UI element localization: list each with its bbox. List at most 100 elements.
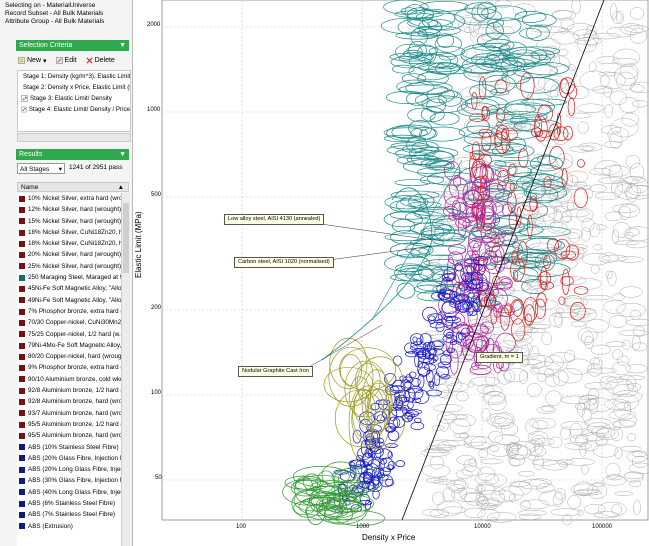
callout-low-alloy-steel[interactable]: Low alloy steel, AISI 4130 (annealed): [224, 214, 325, 225]
material-bubble: [619, 63, 639, 79]
material-bubble: [504, 102, 551, 118]
results-header[interactable]: Results ▼: [16, 149, 129, 160]
material-bubble: [439, 354, 452, 366]
stage-item[interactable]: Stage 4: Elastic Limit/ Density / Price: [18, 104, 130, 115]
material-bubble: [516, 206, 522, 227]
material-bubble: [442, 506, 467, 514]
material-bubble: [574, 181, 587, 188]
list-item[interactable]: ABS (7% Stainless Steel Fibre): [17, 509, 121, 520]
material-bubble: [572, 307, 596, 315]
material-bubble: [437, 390, 453, 399]
material-bubble: [565, 112, 592, 119]
list-item[interactable]: ABS (6% Stainless Steel Fibre): [17, 498, 121, 509]
list-item[interactable]: 80/20 Copper-nickel, hard (wroug...: [17, 351, 121, 362]
material-bubble: [494, 130, 503, 148]
material-bubble: [389, 210, 431, 220]
list-item[interactable]: ABS (Extrusion): [17, 521, 121, 532]
collapse-arrow-icon[interactable]: ▼: [119, 151, 126, 158]
list-item[interactable]: 12% Nickel Silver, hard (wrought): [17, 204, 121, 215]
material-bubble: [344, 360, 388, 418]
material-bubble: [569, 308, 598, 322]
material-bubble: [462, 265, 473, 278]
material-name: ABS (40% Long Glass Fibre, Inject...: [28, 488, 121, 496]
list-item[interactable]: 7% Phosphor bronze, extra hard (...: [17, 306, 121, 317]
material-bubble: [359, 459, 366, 468]
list-item[interactable]: ABS (10% Stainless Steel Fibre): [17, 442, 121, 453]
name-column-header[interactable]: Name ▲: [17, 182, 129, 192]
list-item[interactable]: 70/30 Copper-nickel, CuNi30Mn2F...: [17, 317, 121, 328]
list-item[interactable]: 92/8 Aluminium bronze, hard (wro...: [17, 396, 121, 407]
callout-gradient-line[interactable]: Gradient, m = 1: [476, 352, 523, 363]
callout-nodular-cast-iron[interactable]: Nodular Graphite Cast Iron: [238, 366, 313, 377]
delete-button[interactable]: Delete: [86, 57, 115, 64]
material-bubble: [570, 320, 586, 327]
ashby-chart[interactable]: [132, 0, 649, 546]
selection-criteria-header[interactable]: Selection Criteria ▼: [16, 40, 129, 51]
material-color-swatch: [19, 478, 25, 485]
list-item[interactable]: ABS (20% Glass Fibre, Injection M...: [17, 453, 121, 464]
list-item[interactable]: 20% Nickel Silver, hard (wrought): [17, 249, 121, 260]
material-bubble: [493, 487, 505, 496]
list-item[interactable]: 95/5 Aluminium bronze, 1/2 hard (...: [17, 419, 121, 430]
list-item[interactable]: 90/10 Aluminium bronze, cold wkd...: [17, 374, 121, 385]
list-item[interactable]: 75/25 Copper-nickel, 1/2 hard (w...: [17, 329, 121, 340]
material-bubble: [519, 500, 531, 510]
material-bubble: [606, 26, 637, 38]
stage-item[interactable]: Stage 1: Density (kg/m^3), Elastic Limit…: [18, 71, 130, 82]
material-bubble: [475, 473, 499, 486]
list-item[interactable]: 95/5 Aluminium bronze, hard (wro...: [17, 430, 121, 441]
collapse-arrow-icon[interactable]: ▼: [119, 42, 126, 49]
material-bubble: [627, 432, 636, 442]
scroll-thumb[interactable]: [123, 203, 129, 273]
material-bubble: [624, 231, 634, 239]
new-button[interactable]: New ▾: [18, 57, 47, 65]
x-tick-label: 10000: [474, 524, 491, 530]
stage-filter-select[interactable]: All Stages ▾: [17, 163, 65, 174]
material-bubble: [509, 183, 515, 192]
material-bubble: [372, 489, 380, 500]
material-bubble: [581, 463, 589, 475]
stage-item[interactable]: Stage 2: Density x Price, Elastic Limit …: [18, 82, 130, 93]
list-item[interactable]: 10% Nickel Silver, extra hard (wro...: [17, 193, 121, 204]
list-item[interactable]: 15% Nickel Silver, hard (wrought) ...: [17, 216, 121, 227]
list-item[interactable]: 18% Nickel Silver, CuNi18Zn20, ha...: [17, 227, 121, 238]
edit-button[interactable]: Edit: [55, 57, 77, 64]
material-bubble: [540, 405, 555, 412]
material-bubble: [561, 268, 570, 296]
list-item[interactable]: 18% Nickel Silver, CuNi18Zn20, ha...: [17, 238, 121, 249]
material-bubble: [526, 242, 557, 258]
material-bubble: [331, 470, 356, 484]
material-bubble: [520, 173, 544, 187]
material-bubble: [470, 436, 493, 450]
list-item[interactable]: 25% Nickel Silver, hard (wrought): [17, 261, 121, 272]
list-item[interactable]: 9% Phosphor bronze, extra hard (...: [17, 362, 121, 373]
list-item[interactable]: 93/7 Aluminium bronze, hard (wro...: [17, 408, 121, 419]
material-bubble: [550, 508, 581, 517]
material-bubble: [449, 176, 468, 199]
material-bubble: [385, 443, 398, 448]
results-vscrollbar[interactable]: [121, 193, 130, 546]
material-bubble: [416, 166, 462, 178]
callout-carbon-steel[interactable]: Carbon steel, AISI 1020 (normalised): [234, 257, 334, 268]
list-item[interactable]: 92/8 Aluminium bronze, 1/2 hard (...: [17, 385, 121, 396]
list-item[interactable]: 79Ni-4Mo-Fe Soft Magnetic Alloy, ...: [17, 340, 121, 351]
material-bubble: [623, 226, 649, 242]
material-bubble: [461, 272, 473, 283]
stages-hscrollbar[interactable]: [17, 133, 131, 142]
list-item[interactable]: 250 Maraging Steel, Maraged at 9...: [17, 272, 121, 283]
material-bubble: [581, 217, 595, 232]
stage-item[interactable]: Stage 3: Elastic Limit/ Density: [18, 93, 130, 104]
material-bubble: [586, 25, 597, 36]
list-item[interactable]: ABS (20% Long Glass Fibre, Inject...: [17, 464, 121, 475]
list-item[interactable]: ABS (40% Long Glass Fibre, Inject...: [17, 487, 121, 498]
material-bubble: [524, 313, 533, 326]
material-bubble: [611, 503, 622, 516]
list-item[interactable]: 49Ni-Fe Soft Magnetic Alloy, "Alloy...: [17, 295, 121, 306]
list-item[interactable]: ABS (30% Glass Fibre, Injection M...: [17, 475, 121, 486]
material-bubble: [426, 98, 446, 113]
list-item[interactable]: 45Ni-Fe Soft Magnetic Alloy, "Alloy...: [17, 283, 121, 294]
material-bubble: [521, 499, 550, 510]
material-bubble: [512, 331, 529, 336]
material-bubble: [390, 142, 430, 150]
material-bubble: [501, 203, 512, 217]
